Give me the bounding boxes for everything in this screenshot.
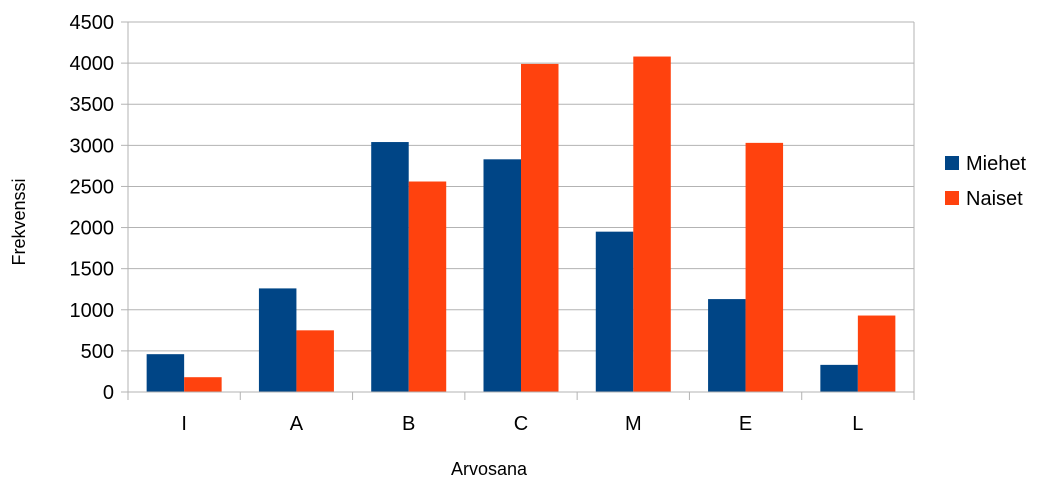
- legend: Miehet Naiset: [945, 153, 1026, 210]
- bar-naiset-a: [296, 330, 334, 392]
- y-tick-label: 2500: [70, 176, 115, 198]
- y-tick-label: 2000: [70, 218, 115, 240]
- bar-miehet-m: [595, 231, 634, 392]
- x-tick-label: E: [739, 413, 752, 435]
- x-tick-label: B: [402, 413, 415, 435]
- bar-naiset-i: [184, 377, 222, 392]
- bar-miehet-c: [483, 159, 521, 392]
- y-tick-label: 3500: [70, 94, 115, 116]
- y-axis-title: Frekvenssi: [9, 178, 29, 265]
- x-tick-label: M: [625, 413, 642, 435]
- bar-naiset-e: [745, 142, 784, 392]
- x-tick-label: I: [181, 413, 187, 435]
- bar-naiset-c: [521, 63, 559, 392]
- bar-miehet-b: [371, 142, 409, 392]
- y-tick-label: 4000: [70, 53, 115, 75]
- y-tick-label: 3000: [70, 135, 115, 157]
- x-tick-label: A: [290, 413, 304, 435]
- x-tick-label: C: [514, 413, 528, 435]
- y-tick-label: 1500: [70, 259, 115, 281]
- legend-label-naiset: Naiset: [966, 188, 1023, 210]
- legend-swatch-miehet: [945, 156, 959, 170]
- y-tick-label: 1000: [70, 300, 115, 322]
- bar-miehet-l: [820, 364, 858, 392]
- bar-naiset-b: [408, 181, 447, 392]
- x-tick-label: L: [852, 413, 863, 435]
- y-tick-label: 0: [103, 382, 114, 404]
- bar-miehet-a: [258, 288, 297, 392]
- y-tick-label: 4500: [70, 12, 115, 34]
- legend-label-miehet: Miehet: [966, 153, 1026, 175]
- bar-naiset-l: [857, 315, 896, 392]
- axes: [121, 21, 915, 400]
- bars: [146, 56, 896, 393]
- bar-naiset-m: [633, 56, 671, 393]
- bar-miehet-e: [708, 299, 746, 392]
- x-axis-title: Arvosana: [451, 459, 528, 479]
- y-tick-labels: 0 500 1000 1500 2000 2500 3000 3500 4000 4500: [70, 12, 115, 404]
- y-tick-label: 500: [81, 341, 114, 363]
- bar-miehet-i: [146, 354, 185, 392]
- legend-swatch-naiset: [945, 191, 959, 205]
